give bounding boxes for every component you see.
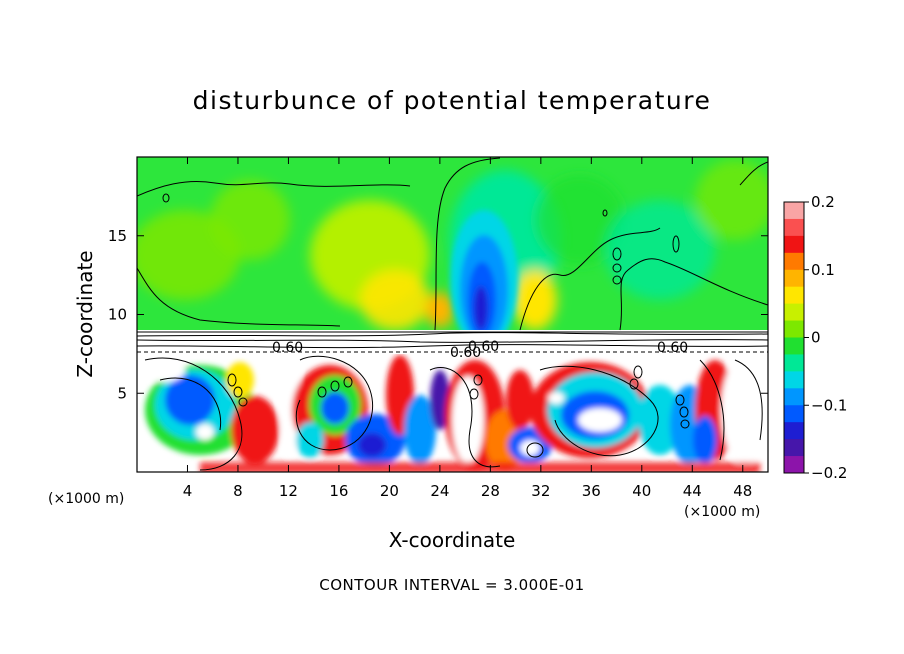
x-tick-label: 20 [380, 482, 399, 500]
x-tick-label: 12 [279, 482, 298, 500]
x-unit-label-left: (×1000 m) [48, 491, 124, 507]
colorbar-segment [784, 303, 804, 322]
cold-plume [450, 210, 518, 350]
contour-label: 0.60 [657, 340, 688, 356]
lower-contours [144, 355, 763, 471]
x-axis: 4 8 12 16 20 24 28 32 36 40 44 48 [183, 157, 752, 500]
colorbar-segment [784, 439, 804, 457]
x-tick-label: 40 [632, 482, 651, 500]
x-tick-label: 8 [233, 482, 243, 500]
contour-label: 0.60 [450, 345, 481, 361]
colorbar-segment [784, 252, 804, 271]
x-tick-label: 48 [733, 482, 752, 500]
x-tick-label: 28 [481, 482, 500, 500]
band-contours [137, 331, 768, 353]
y-axis: 5 10 15 [108, 227, 768, 402]
contour-label: 0.60 [468, 339, 499, 355]
colorbar-segment [784, 422, 804, 440]
colorbar-tick-label: 0.1 [811, 261, 835, 279]
colorbar-tick-label: −0.1 [811, 396, 847, 414]
x-axis-label: X-coordinate [389, 528, 516, 552]
colorbar-tick-label: −0.2 [811, 464, 847, 482]
colorbar-ticks: 0.2 0.1 0 −0.1 −0.2 [804, 193, 847, 482]
colorbar-segment [784, 405, 804, 423]
colorbar-segment [784, 218, 804, 237]
heatmap-field [137, 157, 768, 472]
x-tick-label: 36 [582, 482, 601, 500]
colorbar-segment [784, 388, 804, 406]
y-tick-label: 5 [117, 384, 127, 402]
colorbar-tick-label: 0.2 [811, 193, 835, 211]
y-tick-label: 15 [108, 227, 127, 245]
x-tick-label: 32 [531, 482, 550, 500]
colorbar-segment [784, 235, 804, 254]
x-tick-label: 44 [683, 482, 702, 500]
upper-contours [137, 157, 768, 331]
x-tick-label: 4 [183, 482, 193, 500]
colorbar-segment [784, 202, 804, 220]
lower-field [145, 345, 768, 472]
y-axis-label: Z-coordinate [73, 250, 97, 377]
x-unit-label-right: (×1000 m) [684, 504, 760, 520]
contour-label: 0.60 [272, 340, 303, 356]
x-tick-label: 24 [430, 482, 449, 500]
colorbar-segment [784, 354, 804, 372]
y-tick-label: 10 [108, 306, 127, 324]
colorbar-segment [784, 286, 804, 305]
colorbar-segment [784, 337, 804, 355]
x-tick-label: 16 [329, 482, 348, 500]
contour-interval-note: CONTOUR INTERVAL = 3.000E-01 [319, 576, 585, 594]
colorbar-segment [784, 269, 804, 288]
colorbar-tick-label: 0 [811, 329, 821, 347]
chart-title: disturbunce of potential temperature [192, 86, 712, 115]
colorbar-segment [784, 320, 804, 338]
colorbar [784, 202, 804, 474]
colorbar-segment [784, 371, 804, 389]
colorbar-segment [784, 456, 804, 474]
